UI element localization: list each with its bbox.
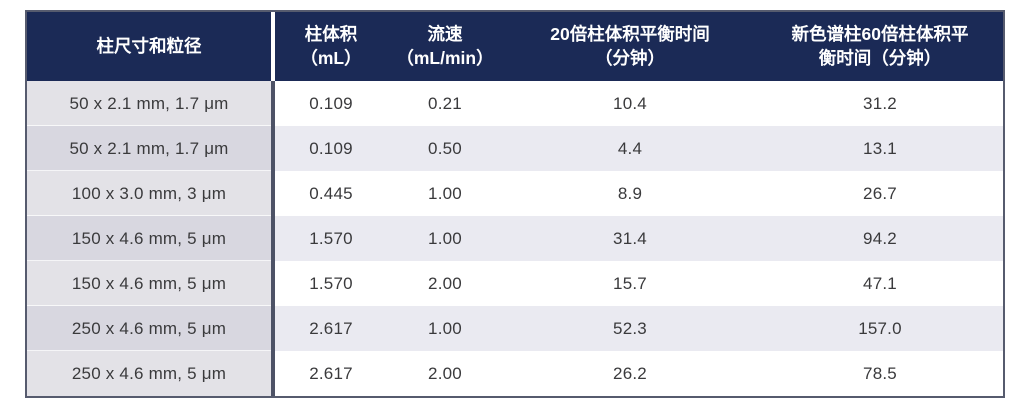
cell-flow-rate: 1.00 (387, 306, 503, 351)
cell-equil-20x: 10.4 (503, 81, 757, 126)
cell-equil-60x: 31.2 (757, 81, 1003, 126)
table-row: 50 x 2.1 mm, 1.7 μm 0.109 0.50 4.4 13.1 (27, 126, 1003, 171)
table-row: 250 x 4.6 mm, 5 μm 2.617 1.00 52.3 157.0 (27, 306, 1003, 351)
table-body: 50 x 2.1 mm, 1.7 μm 0.109 0.21 10.4 31.2… (27, 81, 1003, 396)
table-row: 50 x 2.1 mm, 1.7 μm 0.109 0.21 10.4 31.2 (27, 81, 1003, 126)
cell-equil-20x: 31.4 (503, 216, 757, 261)
cell-flow-rate: 2.00 (387, 351, 503, 396)
cell-column-volume: 2.617 (275, 306, 387, 351)
cell-dimension: 250 x 4.6 mm, 5 μm (27, 306, 275, 351)
cell-dimension: 150 x 4.6 mm, 5 μm (27, 216, 275, 261)
cell-flow-rate: 1.00 (387, 171, 503, 216)
cell-equil-20x: 15.7 (503, 261, 757, 306)
cell-equil-60x: 47.1 (757, 261, 1003, 306)
cell-dimension: 100 x 3.0 mm, 3 μm (27, 171, 275, 216)
header-equil-20x: 20倍柱体积平衡时间 （分钟） (503, 12, 757, 81)
cell-column-volume: 0.445 (275, 171, 387, 216)
cell-equil-60x: 78.5 (757, 351, 1003, 396)
cell-equil-60x: 26.7 (757, 171, 1003, 216)
header-column-volume: 柱体积 （mL） (275, 12, 387, 81)
cell-equil-60x: 13.1 (757, 126, 1003, 171)
table-header-row: 柱尺寸和粒径 柱体积 （mL） 流速 （mL/min） 20倍柱体积平衡时间 （… (27, 12, 1003, 81)
cell-dimension: 50 x 2.1 mm, 1.7 μm (27, 81, 275, 126)
cell-equil-20x: 4.4 (503, 126, 757, 171)
cell-dimension: 50 x 2.1 mm, 1.7 μm (27, 126, 275, 171)
column-equilibration-table: 柱尺寸和粒径 柱体积 （mL） 流速 （mL/min） 20倍柱体积平衡时间 （… (25, 10, 1005, 398)
cell-equil-20x: 52.3 (503, 306, 757, 351)
cell-equil-60x: 157.0 (757, 306, 1003, 351)
header-dimension: 柱尺寸和粒径 (27, 12, 275, 81)
cell-flow-rate: 0.50 (387, 126, 503, 171)
cell-column-volume: 2.617 (275, 351, 387, 396)
table-row: 100 x 3.0 mm, 3 μm 0.445 1.00 8.9 26.7 (27, 171, 1003, 216)
cell-column-volume: 1.570 (275, 216, 387, 261)
cell-dimension: 250 x 4.6 mm, 5 μm (27, 351, 275, 396)
cell-equil-60x: 94.2 (757, 216, 1003, 261)
table-row: 150 x 4.6 mm, 5 μm 1.570 1.00 31.4 94.2 (27, 216, 1003, 261)
table-row: 250 x 4.6 mm, 5 μm 2.617 2.00 26.2 78.5 (27, 351, 1003, 396)
cell-column-volume: 1.570 (275, 261, 387, 306)
cell-flow-rate: 1.00 (387, 216, 503, 261)
cell-flow-rate: 0.21 (387, 81, 503, 126)
header-flow-rate: 流速 （mL/min） (387, 12, 503, 81)
cell-equil-20x: 8.9 (503, 171, 757, 216)
cell-column-volume: 0.109 (275, 81, 387, 126)
table-row: 150 x 4.6 mm, 5 μm 1.570 2.00 15.7 47.1 (27, 261, 1003, 306)
cell-column-volume: 0.109 (275, 126, 387, 171)
cell-equil-20x: 26.2 (503, 351, 757, 396)
header-equil-60x: 新色谱柱60倍柱体积平 衡时间（分钟） (757, 12, 1003, 81)
cell-dimension: 150 x 4.6 mm, 5 μm (27, 261, 275, 306)
cell-flow-rate: 2.00 (387, 261, 503, 306)
